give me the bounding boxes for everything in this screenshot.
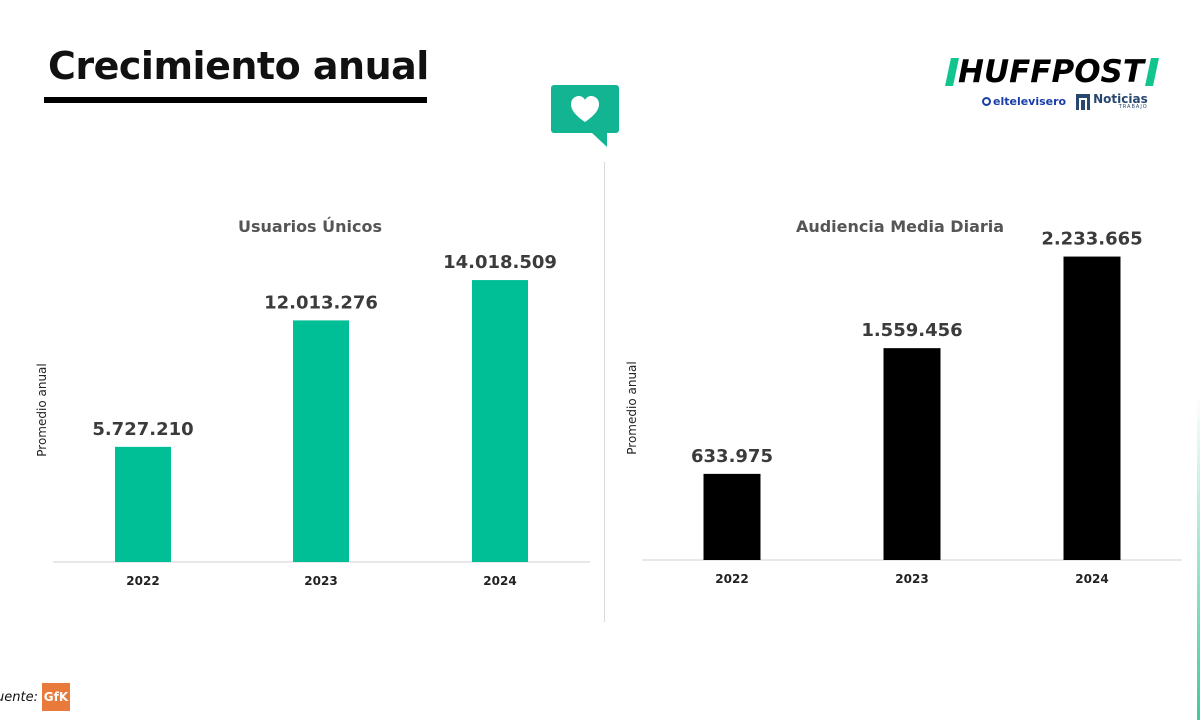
chart-1-bar-2024 <box>472 280 528 562</box>
chart-1-tick-2022: 2022 <box>126 574 159 588</box>
huffpost-logo: HUFFPOST eltelevisero Noticias TRABAJO <box>945 54 1188 118</box>
chart-2-data-label-2024: 2.233.665 <box>1041 229 1142 250</box>
chart-2-y-axis-label: Promedio anual <box>625 361 639 454</box>
chart-divider <box>604 162 605 622</box>
partner-logos: eltelevisero Noticias TRABAJO <box>982 93 1148 110</box>
brand-wordmark: HUFFPOST <box>945 54 1159 90</box>
chart-2-tick-2024: 2024 <box>1075 572 1108 586</box>
chart-2-bar-2024 <box>1063 256 1121 560</box>
eltelevisero-icon <box>982 97 991 106</box>
chart-1-bar-2023 <box>293 320 349 562</box>
gfk-logo: GfK <box>41 683 70 711</box>
chart-1-tick-2023: 2023 <box>304 574 337 588</box>
chart-2-data-label-2022: 633.975 <box>691 446 773 467</box>
heart-bubble-icon <box>551 85 619 147</box>
chart-2-data-label-2023: 1.559.456 <box>861 320 962 341</box>
edge-accent-stripe <box>1197 0 1200 720</box>
page-title: Crecimiento anual <box>48 44 429 88</box>
chart-1-title: Usuarios Únicos <box>238 217 382 236</box>
noticias-icon <box>1076 93 1091 110</box>
noticias-text: Noticias <box>1093 92 1148 106</box>
chart-1-data-label-2024: 14.018.509 <box>443 252 557 273</box>
chart-2-tick-2023: 2023 <box>895 572 928 586</box>
chart-1-data-label-2023: 12.013.276 <box>264 292 378 313</box>
chart-2-tick-2022: 2022 <box>715 572 748 586</box>
chart-2-title: Audiencia Media Diaria <box>796 217 1004 236</box>
chart-1-bar-2022 <box>115 446 171 562</box>
brand-text: HUFFPOST <box>958 54 1145 90</box>
source-label: uente: <box>0 689 38 705</box>
source-credit: uente: GfK <box>0 683 70 711</box>
eltelevisero-logo: eltelevisero <box>982 95 1066 108</box>
title-underline <box>44 97 427 103</box>
noticias-trabajo-logo: Noticias TRABAJO <box>1076 93 1148 110</box>
chart-2-bar-2023 <box>883 348 941 560</box>
chart-1-tick-2024: 2024 <box>483 574 516 588</box>
chart-1-y-axis-label: Promedio anual <box>35 363 49 456</box>
chart-1-data-label-2022: 5.727.210 <box>92 419 193 440</box>
eltelevisero-text: eltelevisero <box>993 95 1067 108</box>
chart-2-bar-2022 <box>703 473 761 560</box>
noticias-subtext: TRABAJO <box>1118 104 1148 110</box>
